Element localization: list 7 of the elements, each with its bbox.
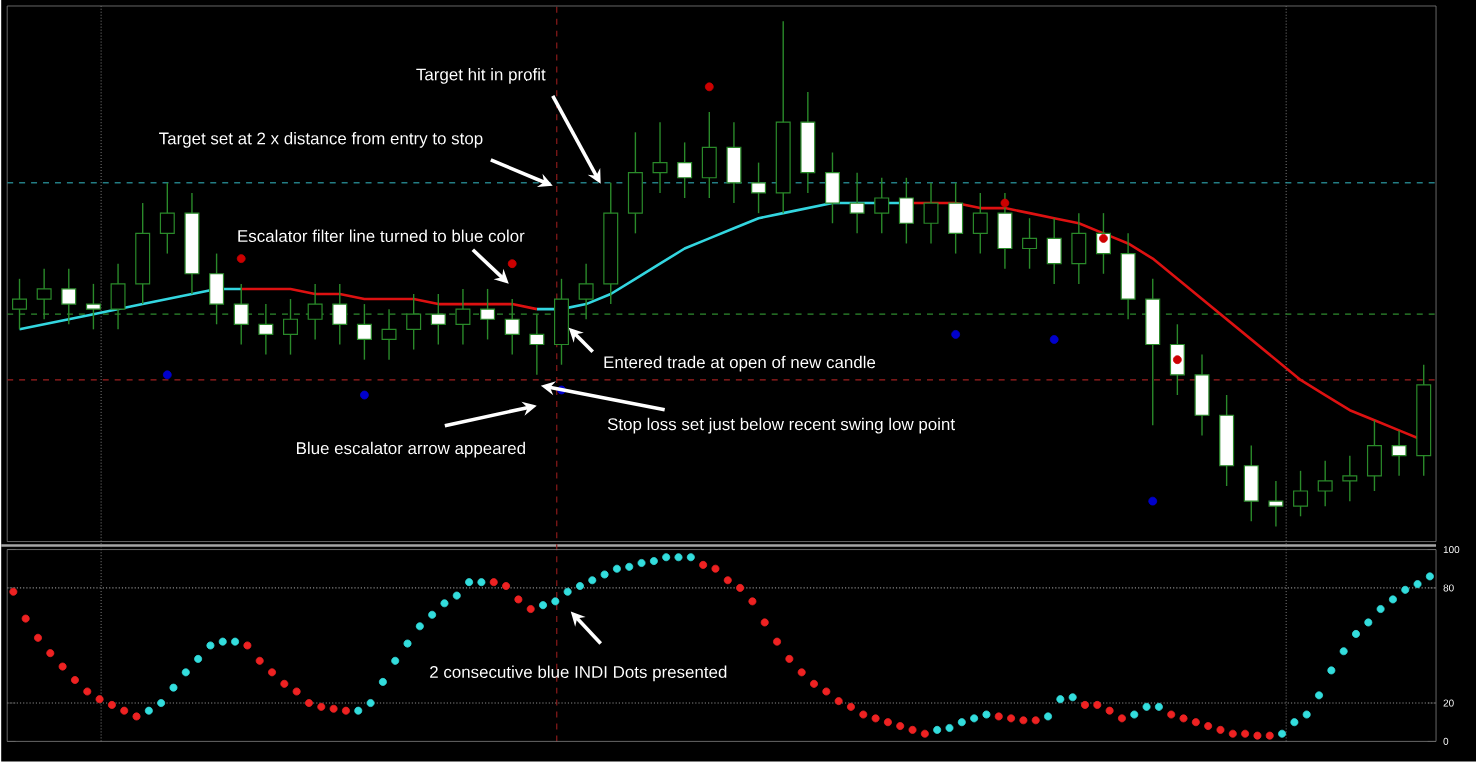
annotation: 2 consecutive blue INDI Dots presented [430,665,727,682]
annotation: Blue escalator arrow appeared [297,442,525,458]
annotation: Stop loss set just below recent swing low point [607,418,955,434]
annotation: Entered trade at open of new candle [604,356,876,372]
annotation: Target hit in profit [416,68,546,85]
annotation: Target set at 2 x distance from entry to stop [159,132,483,149]
annotation: Escalator filter line turned to blue color [238,229,525,243]
